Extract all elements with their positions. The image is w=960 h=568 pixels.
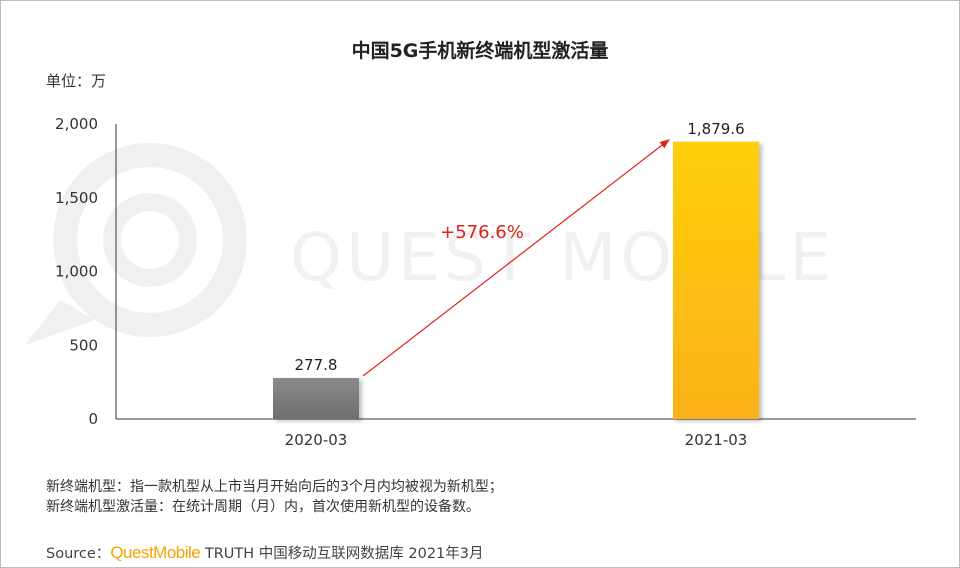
growth-annotation: +576.6% (362, 139, 670, 377)
source-prefix: Source： (46, 546, 111, 562)
note-activation: 新终端机型激活量：在统计周期（月）内，首次使用新机型的设备数。 (46, 499, 480, 515)
y-tick-label: 1,000 (55, 263, 98, 281)
source-brand: QuestMobile (110, 543, 201, 562)
watermark-logo-icon (25, 143, 247, 345)
source-rest: TRUTH 中国移动互联网数据库 2021年3月 (200, 546, 484, 562)
bar-2020-03 (273, 378, 359, 419)
notes: 新终端机型：指一款机型从上市当月开始向后的3个月内均被视为新机型； 新终端机型激… (46, 477, 503, 517)
x-tick-label: 2020-03 (285, 431, 348, 449)
growth-arrow (362, 139, 670, 377)
bar-2021-03 (673, 141, 759, 419)
x-tick-label: 2021-03 (685, 431, 748, 449)
note-definition: 新终端机型：指一款机型从上市当月开始向后的3个月内均被视为新机型； (46, 479, 503, 495)
source-line: Source：QuestMobile TRUTH 中国移动互联网数据库 2021… (46, 542, 484, 563)
y-tick-label: 1,500 (55, 189, 98, 207)
y-tick-label: 2,000 (55, 115, 98, 133)
chart-title: 中国5G手机新终端机型激活量 (351, 40, 609, 62)
unit-label: 单位：万 (46, 72, 107, 90)
data-labels: 277.8 2020-03 1,879.6 2021-03 (285, 120, 748, 449)
axes: 0 500 1,000 1,500 2,000 (55, 115, 916, 428)
bars (273, 141, 759, 419)
bar-value-label: 277.8 (295, 356, 338, 374)
growth-label: +576.6% (440, 222, 524, 243)
bar-value-label: 1,879.6 (687, 120, 744, 138)
y-tick-label: 500 (69, 336, 98, 354)
y-tick-label: 0 (88, 410, 98, 428)
